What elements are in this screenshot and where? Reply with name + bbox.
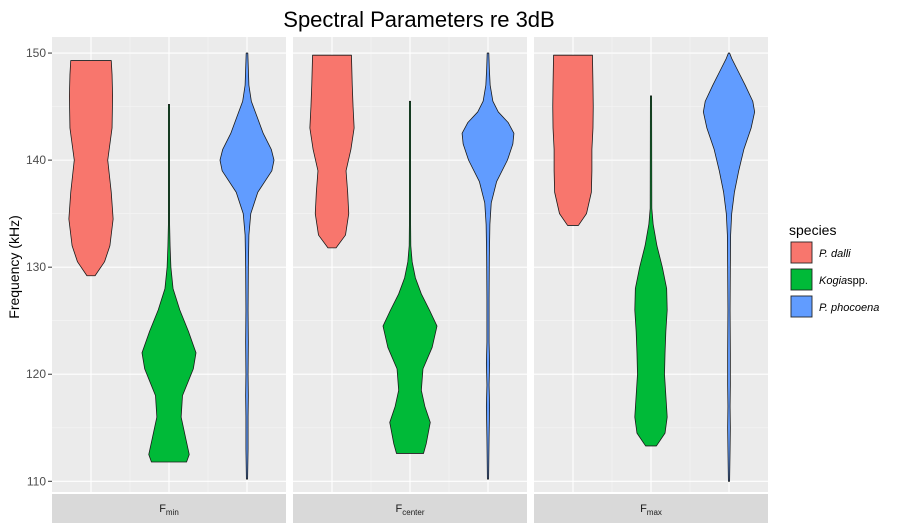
violin-p-dalli <box>552 54 594 226</box>
facet-strip <box>534 494 768 523</box>
violin-kogia-spp <box>382 100 438 454</box>
facet-panels: Fmin Fcenter Fmax <box>52 37 768 523</box>
violin-kogia-spp <box>141 104 197 463</box>
legend-swatch <box>790 268 813 291</box>
legend-label: P. phocoena <box>819 302 879 314</box>
violin-p-dalli <box>309 54 355 249</box>
legend-swatch <box>790 295 813 318</box>
chart-title: Spectral Parameters re 3dB <box>283 7 554 32</box>
y-tick-label: 140 <box>26 153 46 167</box>
legend: species P. dalli Kogiaspp. P. phocoena <box>789 222 879 318</box>
violin-p-phocoena <box>702 52 756 482</box>
facet-panel: Fcenter <box>293 37 527 523</box>
y-tick-label: 110 <box>27 474 46 488</box>
violin-p-dalli <box>68 60 114 277</box>
legend-label: P. dalli <box>819 248 851 260</box>
y-tick-label: 120 <box>26 367 46 381</box>
violin-p-phocoena <box>461 52 515 480</box>
y-axis-title: Frequency (kHz) <box>6 215 22 318</box>
y-tick-label: 150 <box>26 46 46 60</box>
legend-swatch <box>790 241 813 264</box>
facet-panel: Fmax <box>534 37 768 523</box>
facet-strip-label: Fcenter <box>396 503 425 517</box>
facet-strip-label: Fmin <box>159 503 179 517</box>
y-tick-label: 130 <box>26 260 46 274</box>
legend-label: Kogiaspp. <box>819 275 868 287</box>
violin-kogia-spp <box>634 95 668 447</box>
legend-title: species <box>789 222 836 238</box>
facet-strip <box>293 494 527 523</box>
violin-p-phocoena <box>219 52 275 480</box>
y-axis: 110 120 130 140 150 <box>26 46 52 488</box>
facet-strip <box>52 494 286 523</box>
facet-strip-label: Fmax <box>640 503 662 517</box>
facet-panel: Fmin <box>52 37 286 523</box>
